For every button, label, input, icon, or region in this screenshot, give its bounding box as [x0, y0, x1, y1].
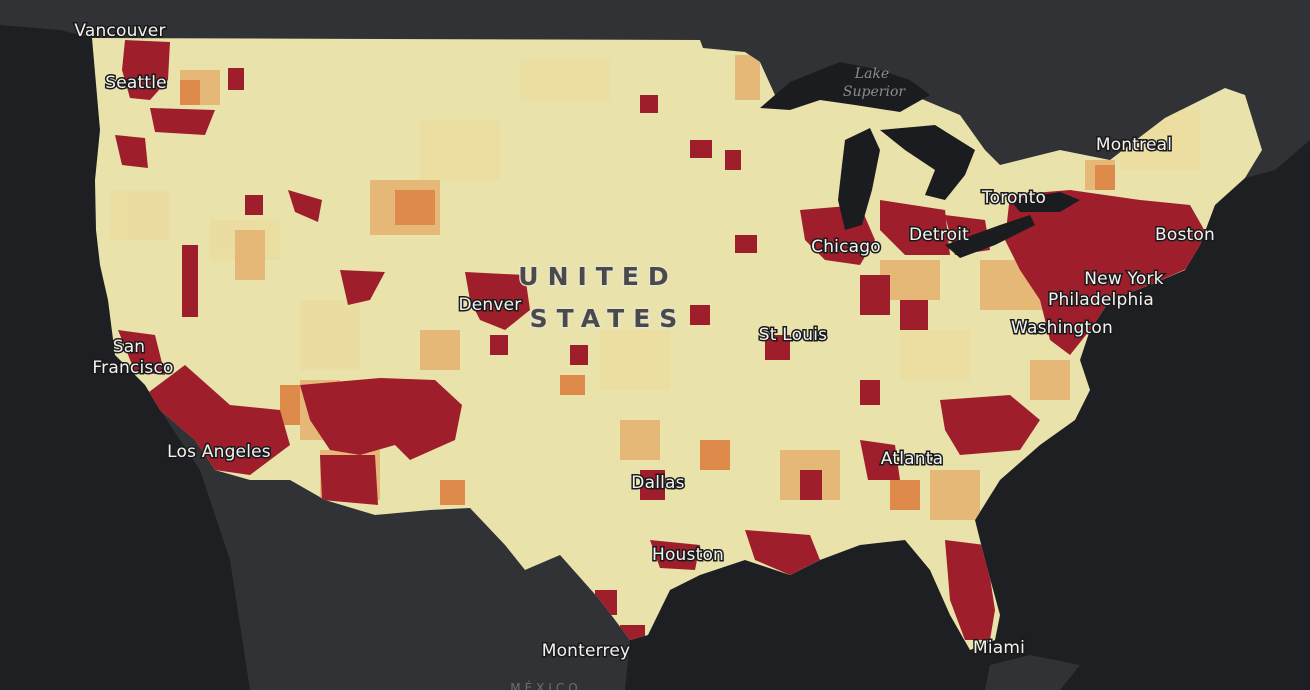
city-label-vancouver: Vancouver — [74, 21, 165, 41]
lake-erie — [945, 215, 1035, 258]
great-lakes — [760, 62, 1080, 258]
region-labels: UNITED STATES Lake Superior MÉXICO — [510, 66, 906, 690]
city-label-st-louis: St Louis — [759, 325, 827, 345]
city-label-boston: Boston — [1155, 225, 1215, 245]
country-label-line2: STATES — [530, 304, 687, 333]
city-label-dallas: Dallas — [631, 473, 684, 493]
water-label-lake: Lake — [854, 66, 889, 82]
lake-ontario — [1010, 192, 1080, 212]
city-label-san-francisco-line2: Francisco — [92, 358, 173, 378]
city-label-houston: Houston — [652, 545, 724, 565]
city-label-detroit: Detroit — [909, 225, 969, 245]
city-label-montreal: Montreal — [1096, 135, 1172, 155]
city-label-new-york: New York — [1084, 269, 1163, 289]
city-label-los-angeles: Los Angeles — [167, 442, 271, 462]
city-labels: Vancouver Seattle San Francisco Los Ange… — [73, 20, 1216, 663]
country-label-line1: UNITED — [518, 262, 677, 291]
city-label-toronto: Toronto — [981, 188, 1046, 208]
canada-land — [0, 0, 1310, 178]
country-label-mexico: MÉXICO — [510, 680, 582, 690]
city-label-washington: Washington — [1011, 318, 1113, 338]
city-label-miami: Miami — [973, 638, 1025, 658]
city-label-san-francisco-line1: San — [113, 337, 146, 357]
city-label-denver: Denver — [458, 295, 521, 315]
lake-michigan — [838, 128, 880, 230]
city-label-seattle: Seattle — [105, 73, 167, 93]
city-label-philadelphia: Philadelphia — [1048, 290, 1154, 310]
cuba-island — [985, 655, 1080, 690]
water-label-superior: Superior — [843, 84, 906, 100]
lake-huron — [880, 125, 975, 200]
city-label-atlanta: Atlanta — [881, 449, 943, 469]
lake-superior — [760, 62, 930, 112]
city-label-monterrey: Monterrey — [542, 641, 631, 661]
city-label-chicago: Chicago — [811, 237, 881, 257]
